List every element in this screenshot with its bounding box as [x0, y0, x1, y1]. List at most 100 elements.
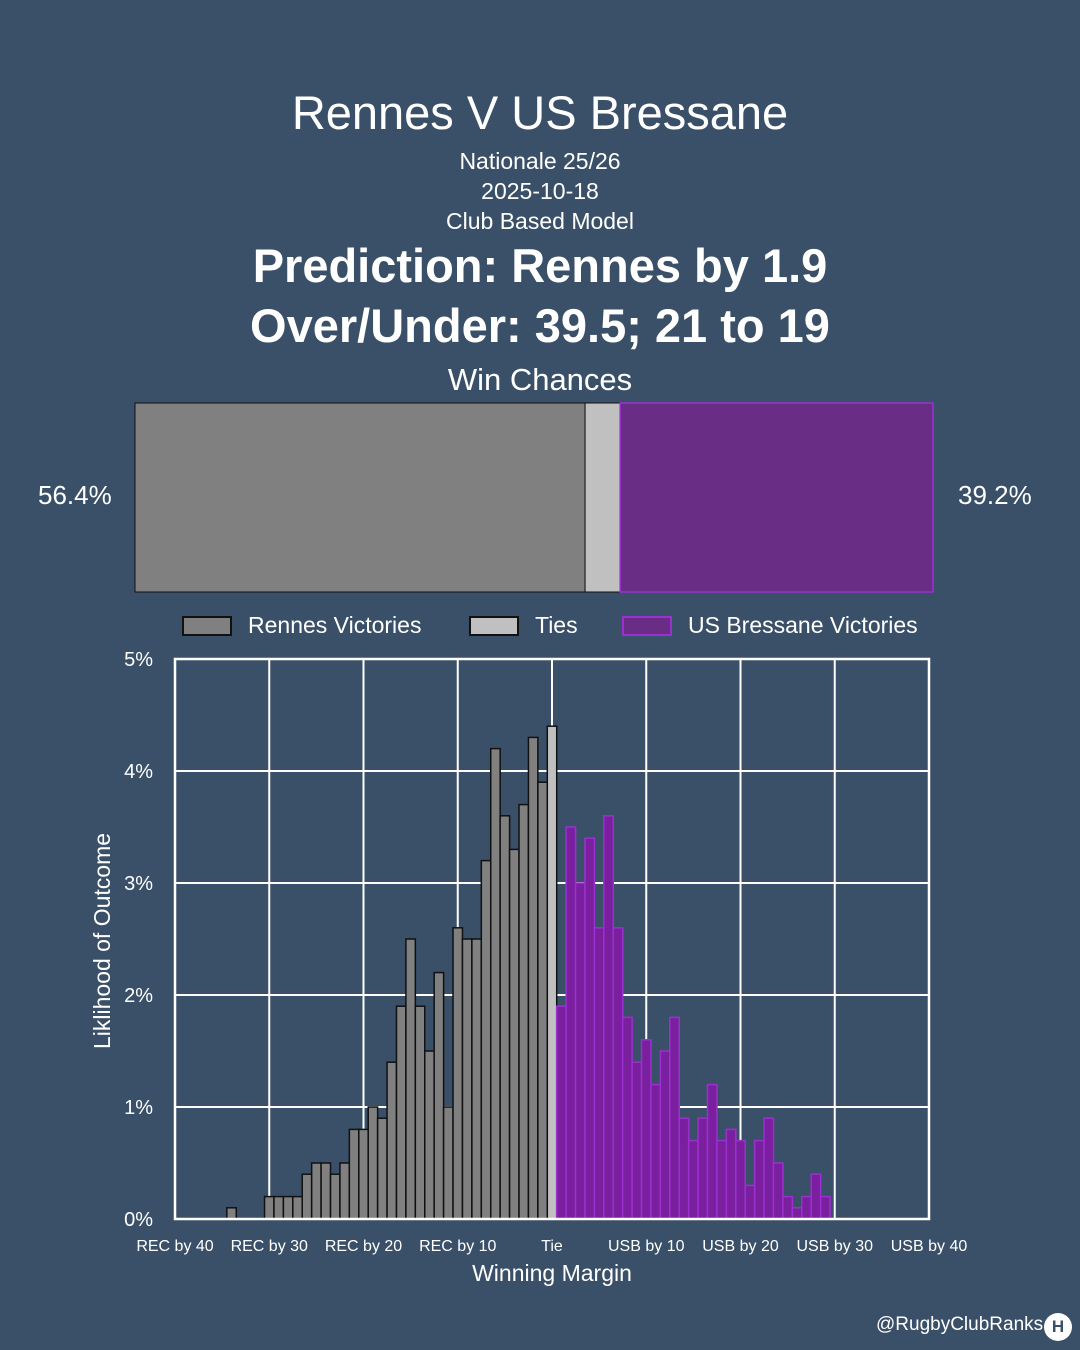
competition-label: Nationale 25/26 — [459, 148, 621, 174]
plot-frame — [173, 657, 931, 1221]
legend-swatch-tie — [469, 615, 519, 636]
bar-away — [650, 1083, 662, 1220]
x-axis-label: Winning Margin — [472, 1260, 632, 1286]
legend-item-tie: Ties — [469, 612, 578, 639]
bar-home — [273, 1195, 285, 1220]
bar-away — [706, 1083, 718, 1220]
bar-home — [471, 938, 483, 1220]
bar-home — [367, 1106, 379, 1220]
x-tick-label: REC by 20 — [325, 1238, 402, 1255]
legend-item-home: Rennes Victories — [182, 612, 421, 639]
bar-away — [574, 882, 586, 1220]
y-tick-label: 1% — [124, 1097, 153, 1119]
bar-away — [593, 927, 605, 1220]
bar-home — [263, 1195, 275, 1220]
match-date: 2025-10-18 — [481, 178, 599, 204]
bar-home — [348, 1128, 360, 1220]
prediction-text: Prediction: Rennes by 1.9 — [252, 239, 828, 292]
bar-tie — [546, 725, 558, 1220]
header: Rennes V US Bressane Nationale 25/26 202… — [0, 80, 1080, 400]
x-tick-label: USB by 10 — [608, 1238, 685, 1255]
bar-away — [659, 1050, 671, 1220]
bar-home — [499, 815, 511, 1220]
bar-home — [442, 1106, 454, 1220]
y-axis-label: Liklihood of Outcome — [89, 833, 115, 1049]
bar-home — [518, 803, 530, 1220]
bar-home — [310, 1162, 322, 1220]
bar-away — [603, 815, 615, 1220]
bar-away — [819, 1195, 831, 1220]
bar-away — [678, 1117, 690, 1220]
bar-home — [301, 1173, 313, 1220]
bar-away — [725, 1128, 737, 1220]
bar-home — [292, 1195, 303, 1220]
bar-away — [810, 1173, 822, 1220]
x-tick-label: USB by 20 — [702, 1238, 779, 1255]
legend-label-tie: Ties — [535, 612, 578, 638]
home-win-percentage: 56.4% — [38, 480, 112, 510]
bar-home — [452, 927, 464, 1220]
bar-away — [687, 1139, 699, 1220]
legend-label-away: US Bressane Victories — [688, 612, 918, 638]
win-bar-away — [619, 402, 934, 593]
legend-label-home: Rennes Victories — [248, 612, 422, 638]
bar-away — [782, 1195, 794, 1220]
bar-home — [537, 781, 549, 1220]
bar-home — [489, 747, 501, 1220]
bar-home — [433, 971, 445, 1220]
bar-home — [508, 848, 520, 1220]
over-under-text: Over/Under: 39.5; 21 to 19 — [250, 299, 830, 352]
bar-away — [791, 1207, 803, 1220]
bar-home — [339, 1162, 351, 1220]
bar-away — [697, 1117, 709, 1220]
y-tick-label: 0% — [124, 1209, 153, 1231]
bar-away — [753, 1139, 765, 1220]
bar-away — [565, 826, 577, 1220]
y-tick-label: 5% — [124, 649, 153, 671]
bar-home — [386, 1061, 398, 1220]
bar-away — [763, 1117, 775, 1220]
y-tick-label: 2% — [124, 985, 153, 1007]
y-tick-label: 4% — [124, 761, 153, 783]
bar-home — [282, 1195, 294, 1220]
win-chances-title: Win Chances — [447, 362, 633, 397]
away-win-percentage: 39.2% — [958, 480, 1032, 510]
bar-home — [527, 736, 539, 1220]
x-tick-label: REC by 30 — [231, 1238, 308, 1255]
legend: Rennes Victories Ties US Bressane Victor… — [0, 612, 1080, 642]
x-tick-label: REC by 10 — [419, 1238, 496, 1255]
x-tick-label: REC by 40 — [136, 1238, 213, 1255]
bar-home — [329, 1173, 341, 1220]
bar-home — [376, 1117, 388, 1220]
bar-away — [584, 837, 596, 1220]
twitter-handle: @RugbyClubRanks — [876, 1314, 1044, 1335]
x-tick-label: USB by 40 — [891, 1238, 968, 1255]
x-tick-label: USB by 30 — [797, 1238, 874, 1255]
x-tick-label: Tie — [541, 1238, 563, 1255]
match-title: Rennes V US Bressane — [291, 86, 789, 139]
bar-home — [226, 1207, 238, 1220]
legend-swatch-home — [182, 615, 232, 636]
bar-home — [424, 1050, 435, 1220]
bar-home — [395, 1005, 407, 1220]
bar-away — [555, 1005, 567, 1220]
bar-away — [735, 1139, 746, 1220]
bar-home — [480, 859, 492, 1220]
bar-home — [320, 1162, 332, 1220]
bar-away — [716, 1139, 728, 1220]
bar-home — [405, 938, 417, 1220]
bar-away — [669, 1016, 680, 1220]
bar-home — [358, 1128, 369, 1220]
bar-home — [414, 1005, 426, 1220]
bar-away — [640, 1039, 652, 1220]
logo-icon: H — [1044, 1313, 1072, 1341]
bar-away — [612, 927, 624, 1220]
bar-home — [461, 938, 473, 1220]
legend-swatch-away — [622, 615, 672, 636]
model-label: Club Based Model — [446, 208, 634, 234]
bar-away — [744, 1184, 756, 1220]
y-tick-label: 3% — [124, 873, 153, 895]
bar-away — [772, 1162, 784, 1220]
